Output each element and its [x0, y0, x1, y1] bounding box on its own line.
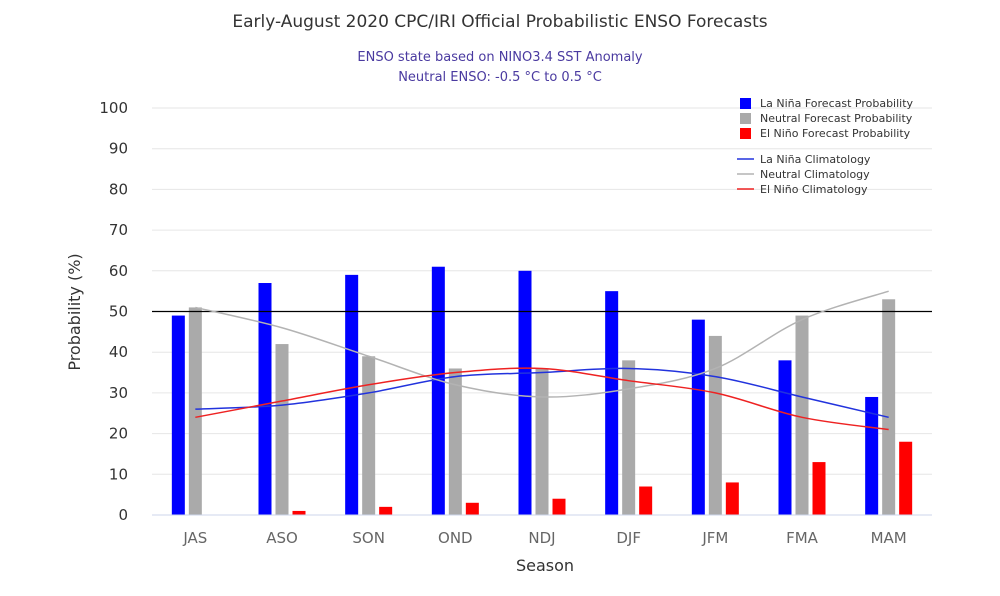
y-tick-label: 10 — [109, 465, 128, 483]
y-tick-label: 0 — [118, 506, 128, 524]
bar-neutral-forecast-probability-fma — [795, 315, 809, 515]
y-tick-label: 100 — [99, 99, 128, 117]
bar-neutral-forecast-probability-ond — [448, 368, 462, 515]
x-tick-label-ndj: NDJ — [528, 529, 555, 547]
line-neutral-climatology — [195, 290, 889, 398]
bar-la-nina-forecast-probability-ndj — [518, 270, 532, 515]
legend-swatch-el-nino-forecast-probability — [740, 128, 751, 139]
y-tick-label: 30 — [109, 384, 128, 402]
bar-la-nina-forecast-probability-fma — [778, 360, 792, 515]
x-tick-label-djf: DJF — [616, 529, 641, 547]
bar-la-nina-forecast-probability-jfm — [691, 319, 705, 515]
y-axis-ticks: 0 10 20 30 40 50 60 70 80 90 100 — [99, 99, 128, 524]
bar-la-nina-forecast-probability-aso — [258, 283, 272, 515]
bar-neutral-forecast-probability-jfm — [708, 335, 722, 515]
chart-subtitle-line-2: Neutral ENSO: -0.5 °C to 0.5 °C — [398, 70, 602, 85]
x-tick-label-son: SON — [352, 529, 385, 547]
legend-label-el-nino-climatology: El Niño Climatology — [760, 183, 868, 196]
bar-neutral-forecast-probability-ndj — [535, 368, 549, 515]
bar-neutral-forecast-probability-son — [362, 356, 376, 515]
bar-neutral-forecast-probability-mam — [882, 299, 896, 515]
legend-label-el-nino-forecast-probability: El Niño Forecast Probability — [760, 127, 911, 140]
legend-swatch-neutral-forecast-probability — [740, 113, 751, 124]
bar-neutral-forecast-probability-aso — [275, 344, 289, 515]
bar-la-nina-forecast-probability-djf — [605, 291, 619, 515]
bar-el-nino-forecast-probability-fma — [812, 462, 826, 515]
bar-el-nino-forecast-probability-mam — [899, 441, 913, 515]
bar-neutral-forecast-probability-djf — [622, 360, 636, 515]
el-nino-forecast-probability-bars — [292, 441, 913, 515]
bar-series — [171, 266, 913, 515]
neutral-forecast-probability-bars — [188, 299, 896, 515]
bar-el-nino-forecast-probability-jfm — [725, 482, 739, 515]
chart-title: Early-August 2020 CPC/IRI Official Proba… — [232, 12, 767, 32]
x-tick-label-aso: ASO — [266, 529, 298, 547]
x-tick-label-jas: JAS — [182, 529, 207, 547]
bar-el-nino-forecast-probability-son — [379, 506, 393, 515]
x-tick-label-mam: MAM — [871, 529, 907, 547]
x-axis-title: Season — [516, 556, 574, 575]
bar-el-nino-forecast-probability-aso — [292, 510, 306, 515]
bar-neutral-forecast-probability-jas — [188, 307, 202, 515]
chart-subtitle-line-1: ENSO state based on NINO3.4 SST Anomaly — [357, 50, 643, 65]
bar-la-nina-forecast-probability-jas — [171, 315, 185, 515]
bar-el-nino-forecast-probability-ndj — [552, 498, 566, 515]
y-tick-label: 40 — [109, 343, 128, 361]
bar-el-nino-forecast-probability-djf — [639, 486, 653, 515]
y-tick-label: 50 — [109, 303, 128, 321]
x-tick-label-jfm: JFM — [701, 529, 728, 547]
climatology-lines — [195, 290, 889, 431]
legend-label-la-nina-forecast-probability: La Niña Forecast Probability — [760, 97, 914, 110]
x-axis-ticks: JAS ASO SON OND NDJ DJF JFM FMA MAM — [182, 529, 906, 547]
line-el-nino-climatology — [195, 367, 889, 431]
legend: La Niña Forecast Probability Neutral Fore… — [737, 97, 914, 196]
bar-la-nina-forecast-probability-ond — [431, 266, 445, 515]
y-tick-label: 90 — [109, 140, 128, 158]
x-tick-label-fma: FMA — [786, 529, 819, 547]
legend-label-la-nina-climatology: La Niña Climatology — [760, 153, 871, 166]
y-tick-label: 80 — [109, 180, 128, 198]
legend-swatch-la-nina-forecast-probability — [740, 98, 751, 109]
x-tick-label-ond: OND — [438, 529, 473, 547]
y-tick-label: 70 — [109, 221, 128, 239]
bar-el-nino-forecast-probability-ond — [465, 502, 479, 515]
y-tick-label: 60 — [109, 262, 128, 280]
y-tick-label: 20 — [109, 425, 128, 443]
line-la-nina-climatology — [195, 367, 889, 419]
legend-label-neutral-forecast-probability: Neutral Forecast Probability — [760, 112, 913, 125]
y-axis-title: Probability (%) — [65, 253, 84, 370]
legend-label-neutral-climatology: Neutral Climatology — [760, 168, 870, 181]
